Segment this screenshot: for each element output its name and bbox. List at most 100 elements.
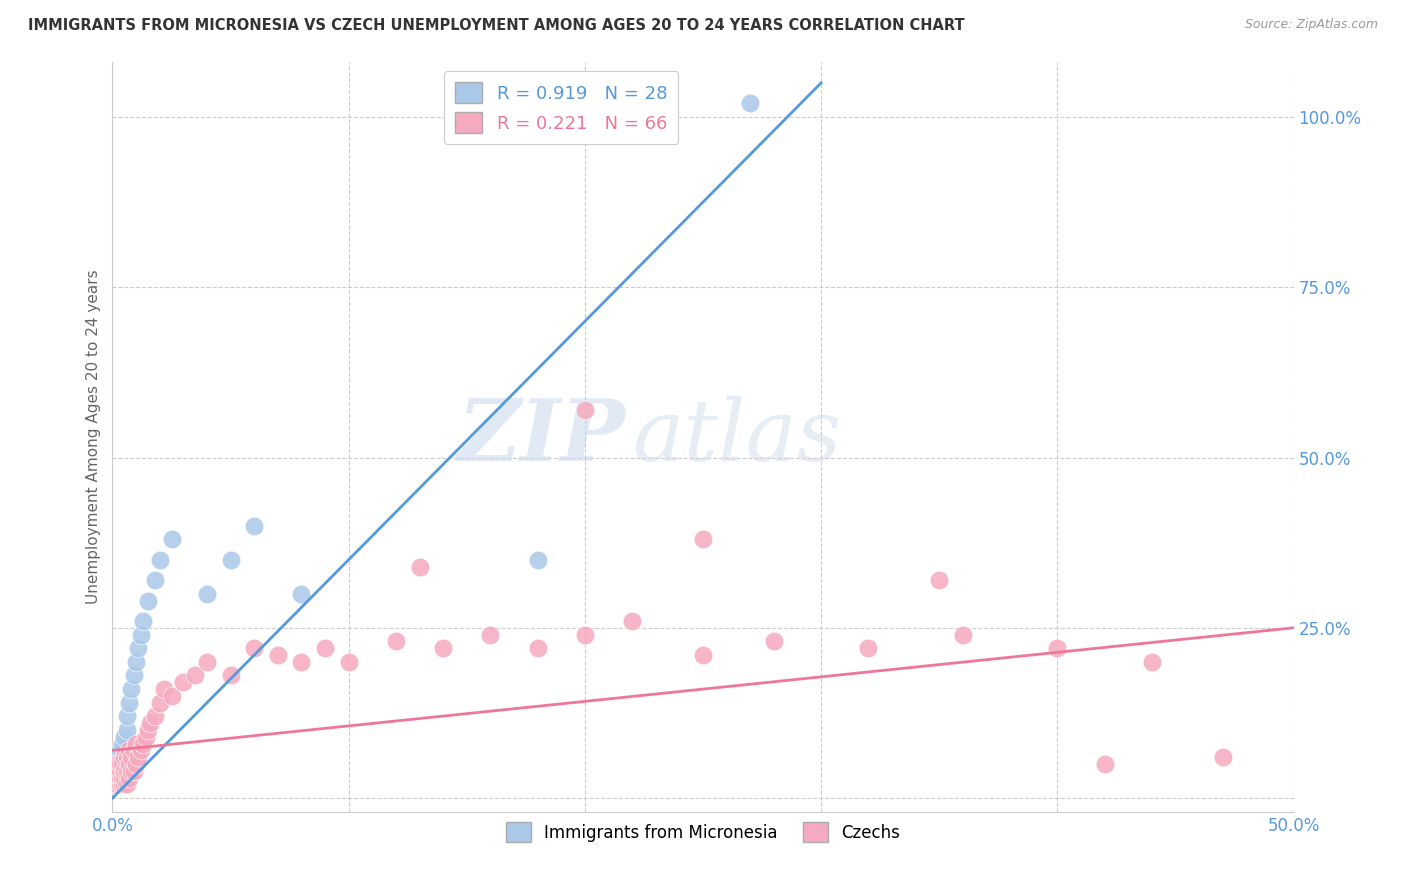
Point bbox=[111, 757, 134, 772]
Point bbox=[104, 777, 127, 791]
Point bbox=[129, 743, 152, 757]
Point bbox=[115, 777, 138, 791]
Point bbox=[928, 573, 950, 587]
Point bbox=[108, 777, 131, 791]
Point bbox=[385, 634, 408, 648]
Point bbox=[118, 696, 141, 710]
Point bbox=[139, 716, 162, 731]
Point bbox=[115, 723, 138, 737]
Point bbox=[122, 743, 145, 757]
Point bbox=[243, 641, 266, 656]
Point bbox=[105, 757, 128, 772]
Point bbox=[136, 593, 159, 607]
Point bbox=[290, 655, 312, 669]
Point bbox=[290, 587, 312, 601]
Point bbox=[408, 559, 430, 574]
Point bbox=[314, 641, 336, 656]
Point bbox=[243, 518, 266, 533]
Point bbox=[112, 771, 135, 785]
Point bbox=[108, 771, 131, 785]
Point bbox=[125, 737, 148, 751]
Point bbox=[621, 614, 644, 628]
Point bbox=[172, 675, 194, 690]
Point bbox=[111, 771, 134, 785]
Point bbox=[1094, 757, 1116, 772]
Point bbox=[129, 627, 152, 641]
Point bbox=[153, 682, 176, 697]
Text: ZIP: ZIP bbox=[458, 395, 626, 479]
Point bbox=[112, 777, 135, 791]
Point bbox=[762, 634, 785, 648]
Point bbox=[149, 552, 172, 566]
Y-axis label: Unemployment Among Ages 20 to 24 years: Unemployment Among Ages 20 to 24 years bbox=[86, 269, 101, 605]
Point bbox=[219, 668, 242, 682]
Point bbox=[105, 771, 128, 785]
Point bbox=[115, 750, 138, 764]
Point bbox=[111, 777, 134, 791]
Point bbox=[120, 764, 142, 778]
Point bbox=[132, 614, 155, 628]
Point bbox=[122, 764, 145, 778]
Text: Source: ZipAtlas.com: Source: ZipAtlas.com bbox=[1244, 18, 1378, 31]
Point bbox=[526, 552, 548, 566]
Point bbox=[952, 627, 974, 641]
Point bbox=[574, 627, 596, 641]
Point bbox=[112, 750, 135, 764]
Point bbox=[120, 682, 142, 697]
Point bbox=[104, 771, 127, 785]
Point bbox=[120, 750, 142, 764]
Point bbox=[526, 641, 548, 656]
Point bbox=[136, 723, 159, 737]
Point bbox=[111, 737, 134, 751]
Point bbox=[740, 96, 762, 111]
Point bbox=[115, 764, 138, 778]
Point bbox=[104, 764, 127, 778]
Point bbox=[267, 648, 290, 662]
Point bbox=[692, 648, 714, 662]
Point bbox=[1140, 655, 1163, 669]
Point bbox=[111, 757, 134, 772]
Point bbox=[195, 655, 218, 669]
Point bbox=[1046, 641, 1069, 656]
Point bbox=[184, 668, 207, 682]
Point bbox=[143, 709, 166, 723]
Point bbox=[112, 750, 135, 764]
Point bbox=[105, 777, 128, 791]
Point bbox=[108, 764, 131, 778]
Point bbox=[105, 757, 128, 772]
Point bbox=[337, 655, 360, 669]
Legend: Immigrants from Micronesia, Czechs: Immigrants from Micronesia, Czechs bbox=[499, 816, 907, 848]
Point bbox=[219, 552, 242, 566]
Text: atlas: atlas bbox=[633, 396, 841, 478]
Point bbox=[118, 743, 141, 757]
Point bbox=[432, 641, 454, 656]
Point bbox=[125, 757, 148, 772]
Point bbox=[692, 533, 714, 547]
Point bbox=[112, 764, 135, 778]
Point bbox=[149, 696, 172, 710]
Point bbox=[858, 641, 880, 656]
Point bbox=[118, 771, 141, 785]
Point bbox=[127, 750, 149, 764]
Point bbox=[127, 641, 149, 656]
Point bbox=[135, 730, 157, 744]
Point bbox=[125, 655, 148, 669]
Point bbox=[115, 709, 138, 723]
Point bbox=[195, 587, 218, 601]
Text: IMMIGRANTS FROM MICRONESIA VS CZECH UNEMPLOYMENT AMONG AGES 20 TO 24 YEARS CORRE: IMMIGRANTS FROM MICRONESIA VS CZECH UNEM… bbox=[28, 18, 965, 33]
Point bbox=[1212, 750, 1234, 764]
Point bbox=[108, 743, 131, 757]
Point bbox=[132, 737, 155, 751]
Point bbox=[143, 573, 166, 587]
Point bbox=[160, 533, 183, 547]
Point bbox=[108, 764, 131, 778]
Point bbox=[160, 689, 183, 703]
Point bbox=[118, 757, 141, 772]
Point bbox=[104, 777, 127, 791]
Point bbox=[122, 668, 145, 682]
Point bbox=[479, 627, 502, 641]
Point bbox=[108, 757, 131, 772]
Point bbox=[105, 771, 128, 785]
Point bbox=[112, 730, 135, 744]
Point bbox=[574, 402, 596, 417]
